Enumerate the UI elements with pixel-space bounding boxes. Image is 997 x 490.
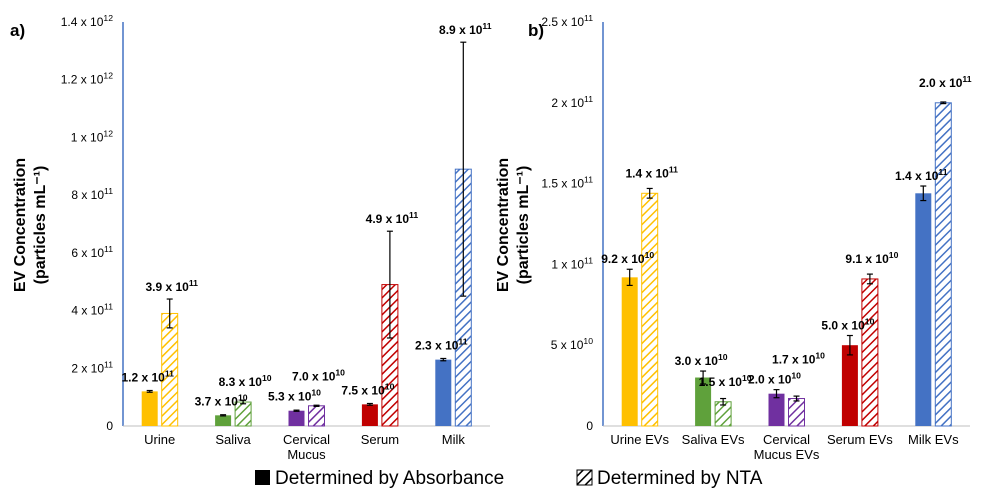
category-label: Serum EVs [827,432,893,447]
y-tick-label: 0 [586,419,593,433]
data-label: 2.3 x 1011 [415,337,468,353]
category-label: Mucus EVs [754,447,820,462]
data-label: 2.0 x 1011 [919,74,972,90]
bar [308,405,325,427]
y-axis-subtitle: (particles mL⁻¹) [515,166,532,285]
legend-label-nta: Determined by NTA [597,468,763,489]
bar [861,278,879,427]
category-label: Urine [144,432,175,447]
chart-panel-b: b) 0 5 x 1010 1 x 1011 1.5 x 1011 2 x 1011 2.5… [495,13,972,462]
bar [435,359,452,426]
category-label: Cervical [283,432,330,447]
data-label: 2.0 x 1010 [748,371,801,387]
category-label: Saliva [215,432,251,447]
bar [695,377,712,426]
data-label: 5.0 x 1010 [821,317,874,333]
bar [215,415,232,426]
data-label: 3.9 x 1011 [145,278,198,294]
category-label: Milk [442,432,466,447]
legend-label-absorbance: Determined by Absorbance [275,468,504,489]
data-label: 1.4 x 1011 [895,167,948,183]
data-label: 5.3 x 1010 [268,388,321,404]
data-label: 9.1 x 1010 [845,250,898,266]
panel-label-b: b) [528,21,544,40]
legend-swatch-nta [576,469,593,486]
bar [361,404,378,426]
bar [288,410,305,426]
y-tick-label: 2.5 x 1011 [541,13,593,29]
bar [641,192,659,427]
category-label: Urine EVs [610,432,669,447]
bar [621,277,638,426]
category-label: Cervical [763,432,810,447]
data-label: 1.5 x 1010 [699,373,752,389]
legend: Determined by Absorbance Determined by N… [255,468,763,489]
data-label: 8.3 x 1010 [219,373,272,389]
y-axis-title: EV Concentration [495,158,512,292]
data-label: 7.5 x 1010 [341,381,394,397]
y-tick-label: 6 x 1011 [71,244,113,260]
data-label: 4.9 x 1011 [366,210,419,226]
y-tick-label: 0 [106,419,113,433]
y-tick-label: 5 x 1010 [551,336,593,352]
bar [788,398,805,427]
y-axis-title: EV Concentration [12,158,29,292]
y-tick-label: 1.2 x 1012 [61,71,113,87]
y-tick-label: 1.5 x 1011 [541,175,593,191]
panel-label-a: a) [10,21,25,40]
bar [768,393,785,426]
data-label: 9.2 x 1010 [601,250,654,266]
bar [841,345,858,426]
data-label: 1.4 x 1011 [625,164,678,180]
y-tick-label: 1 x 1012 [71,128,113,144]
data-label: 7.0 x 1010 [292,368,345,384]
bar [934,102,952,427]
bar [915,193,932,426]
legend-swatch-absorbance [255,470,270,485]
y-tick-label: 1 x 1011 [551,255,593,271]
data-label: 1.7 x 1010 [772,351,825,367]
data-label: 8.9 x 1011 [439,21,492,37]
y-tick-label: 2 x 1011 [551,94,593,110]
y-tick-label: 8 x 1011 [71,186,113,202]
category-label: Saliva EVs [682,432,745,447]
data-label: 1.2 x 1011 [121,368,174,384]
y-tick-label: 4 x 1011 [71,302,113,318]
y-tick-label: 1.4 x 1012 [61,13,113,29]
chart-panel-a: a) 0 2 x 1011 4 x 1011 6 x 1011 8 x 1011 1 x 1… [10,13,492,462]
category-label: Milk EVs [908,432,959,447]
category-label: Mucus [287,447,326,462]
bar [141,391,158,426]
y-axis-subtitle: (particles mL⁻¹) [32,166,49,285]
data-label: 3.7 x 1010 [195,392,248,408]
data-label: 3.0 x 1010 [675,352,728,368]
y-tick-label: 2 x 1011 [71,359,113,375]
category-label: Serum [361,432,399,447]
